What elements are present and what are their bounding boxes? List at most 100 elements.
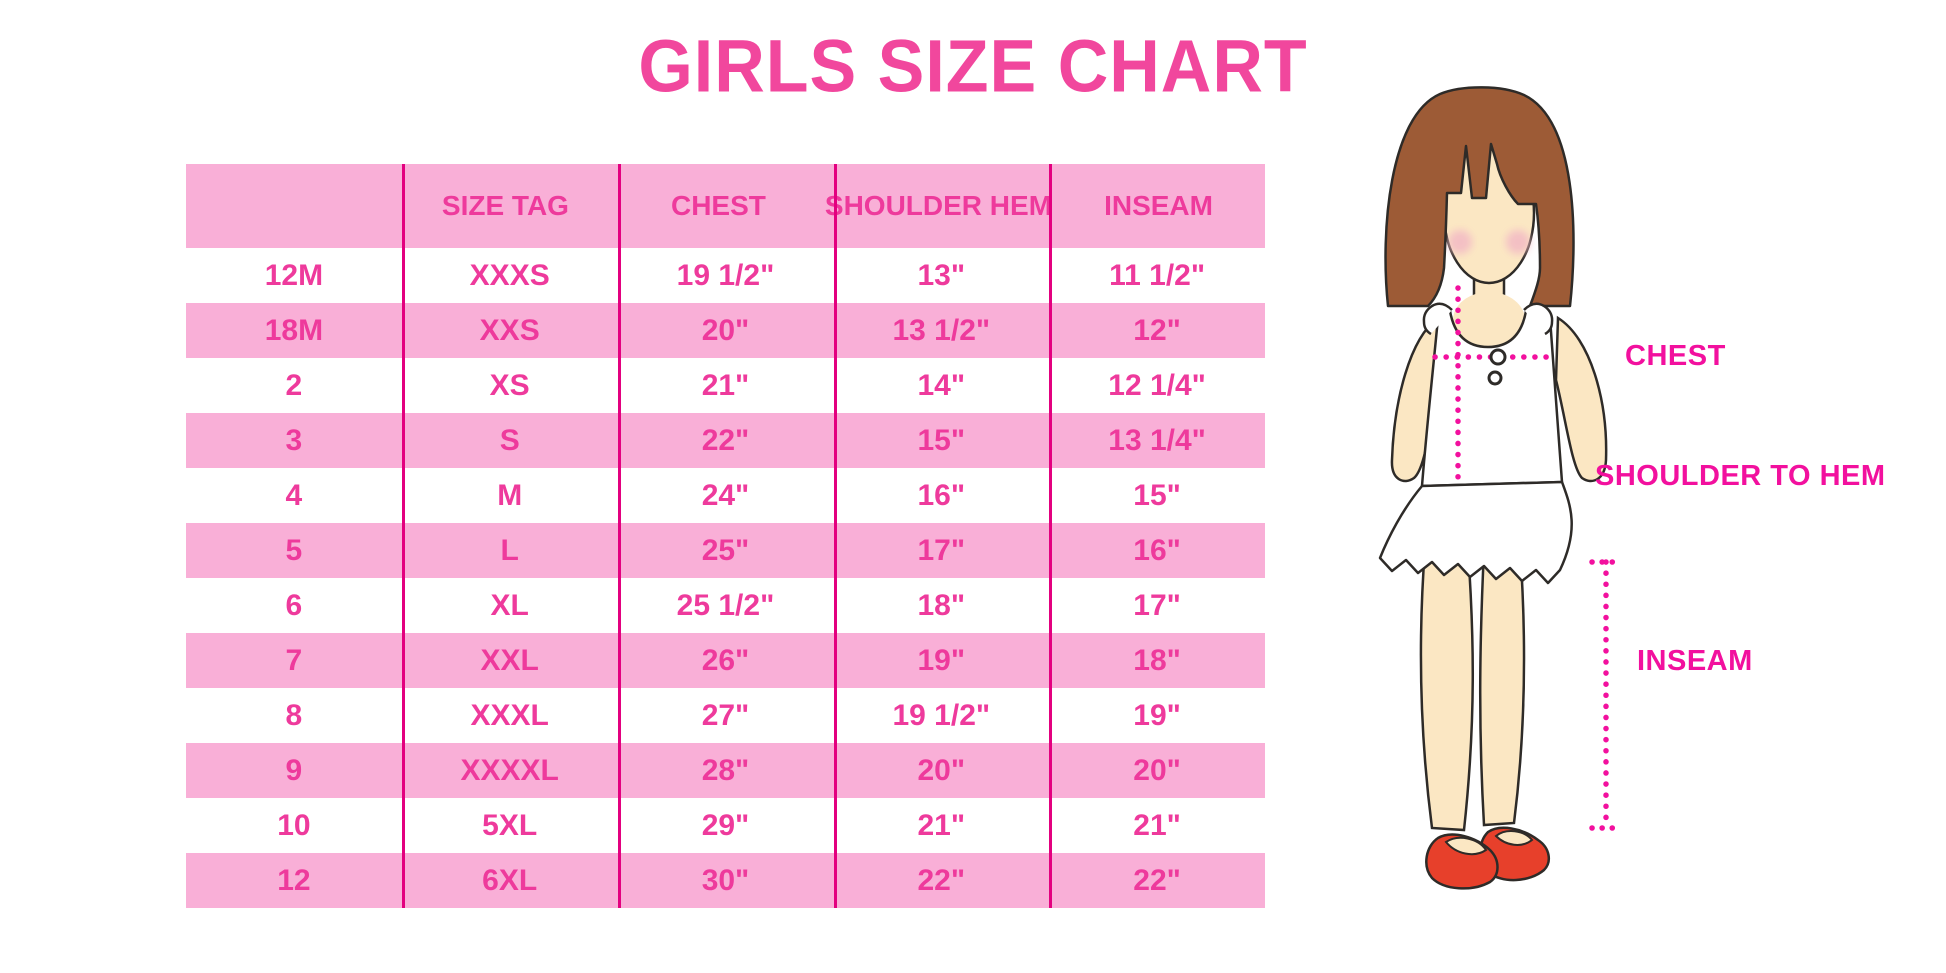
table-cell: XXS <box>479 313 540 347</box>
table-cell: 6XL <box>482 863 538 897</box>
column-divider <box>1049 164 1052 908</box>
table-row: 2 XS 21" 14" 12 1/4" <box>186 358 1265 413</box>
table-cell: 20" <box>701 313 750 347</box>
table-cell: 30" <box>701 863 750 897</box>
table-cell: 14" <box>917 368 966 402</box>
table-cell: 5 <box>285 533 303 567</box>
table-cell: L <box>500 533 519 567</box>
table-cell: 18" <box>917 588 966 622</box>
table-cell: XXXS <box>469 258 550 292</box>
table-cell: 29" <box>701 808 750 842</box>
table-cell: 16" <box>917 478 966 512</box>
table-cell: 27" <box>701 698 750 732</box>
table-cell: 25 1/2" <box>676 588 775 622</box>
table-cell: 21" <box>917 808 966 842</box>
table-cell: 21" <box>1133 808 1181 842</box>
table-row: 8 XXXL 27" 19 1/2" 19" <box>186 688 1265 743</box>
girl-blush-right <box>1506 230 1530 254</box>
table-cell: 16" <box>1133 533 1181 567</box>
table-cell: 13 1/4" <box>1108 423 1206 457</box>
table-cell: 17" <box>917 533 966 567</box>
column-header: SHOULDER HEM <box>824 190 1053 221</box>
chest-label: CHEST <box>1625 340 1726 372</box>
table-cell: M <box>497 478 523 512</box>
table-row: 18M XXS 20" 13 1/2" 12" <box>186 303 1265 358</box>
table-cell: 12 <box>277 863 311 897</box>
column-header <box>186 164 399 248</box>
girl-leg-right <box>1478 546 1526 827</box>
table-row: 3 S 22" 15" 13 1/4" <box>186 413 1265 468</box>
table-cell: XS <box>489 368 530 402</box>
inseam-label: INSEAM <box>1637 645 1753 677</box>
table-row: 4 M 24" 16" 15" <box>186 468 1265 523</box>
table-cell: 20" <box>917 753 966 787</box>
table-cell: 22" <box>1133 863 1181 897</box>
table-cell: 22" <box>917 863 966 897</box>
table-cell: 13" <box>917 258 966 292</box>
table-cell: 20" <box>1133 753 1181 787</box>
girl-leg-left <box>1419 546 1475 832</box>
table-cell: 11 1/2" <box>1109 258 1206 292</box>
table-cell: 12 1/4" <box>1108 368 1206 402</box>
girl-ruffle-right <box>1523 302 1554 336</box>
column-divider <box>834 164 837 908</box>
table-cell: 2 <box>285 368 303 402</box>
girl-blush-left <box>1448 230 1472 254</box>
table-cell: 7 <box>285 643 303 677</box>
table-cell: 17" <box>1133 588 1181 622</box>
girl-chest-skin <box>1453 292 1525 348</box>
table-cell: 12M <box>264 258 324 292</box>
table-cell: 5XL <box>482 808 538 842</box>
girl-arm-right <box>1554 315 1608 483</box>
table-cell: 19 1/2" <box>892 698 991 732</box>
table-cell: 6 <box>285 588 303 622</box>
table-cell: 4 <box>285 478 303 512</box>
table-row: 9 XXXXL 28" 20" 20" <box>186 743 1265 798</box>
table-cell: 15" <box>1133 478 1181 512</box>
table-cell: 3 <box>285 423 303 457</box>
girl-top-button-2 <box>1487 370 1503 386</box>
column-header: CHEST <box>670 190 766 221</box>
girl-ruffle-left <box>1422 302 1453 336</box>
table-cell: XL <box>490 588 529 622</box>
table-cell: 25" <box>701 533 750 567</box>
table-cell: 10 <box>277 808 311 842</box>
table-cell: 9 <box>285 753 303 787</box>
shoulder-to-hem-label: SHOULDER TO HEM <box>1595 460 1886 492</box>
column-header: INSEAM <box>1104 190 1213 221</box>
table-cell: S <box>499 423 520 457</box>
table-cell: 28" <box>701 753 750 787</box>
table-cell: 19 1/2" <box>676 258 775 292</box>
table-header-row: SIZE TAG CHEST SHOULDER HEM INSEAM <box>186 164 1265 248</box>
table-cell: XXL <box>480 643 539 677</box>
table-row: 7 XXL 26" 19" 18" <box>186 633 1265 688</box>
column-header: SIZE TAG <box>441 190 569 221</box>
table-row: 12 6XL 30" 22" 22" <box>186 853 1265 908</box>
column-divider <box>402 164 405 908</box>
table-cell: 21" <box>701 368 750 402</box>
table-row: 5 L 25" 17" 16" <box>186 523 1265 578</box>
table-cell: 22" <box>701 423 750 457</box>
table-cell: XXXL <box>470 698 549 732</box>
table-cell: 19" <box>1133 698 1181 732</box>
girl-shoe-left-opening <box>1444 836 1488 856</box>
table-cell: 19" <box>917 643 966 677</box>
girl-shoe-right-opening <box>1494 830 1534 846</box>
column-divider <box>618 164 621 908</box>
table-row: 10 5XL 29" 21" 21" <box>186 798 1265 853</box>
table-cell: 24" <box>701 478 750 512</box>
size-table: SIZE TAG CHEST SHOULDER HEM INSEAM 12M XXXS 19… <box>186 164 1265 908</box>
girl-illustration <box>1378 86 1625 890</box>
table-cell: 8 <box>285 698 303 732</box>
table-cell: 15" <box>917 423 966 457</box>
table-cell: 13 1/2" <box>892 313 991 347</box>
table-cell: XXXXL <box>460 753 559 787</box>
table-cell: 18" <box>1133 643 1181 677</box>
girl-top-button-1 <box>1489 348 1507 366</box>
girl-skirt <box>1378 480 1573 585</box>
table-cell: 18M <box>264 313 324 347</box>
table-row: 12M XXXS 19 1/2" 13" 11 1/2" <box>186 248 1265 303</box>
page-title: GIRLS SIZE CHART <box>638 24 1308 108</box>
table-row: 6 XL 25 1/2" 18" 17" <box>186 578 1265 633</box>
